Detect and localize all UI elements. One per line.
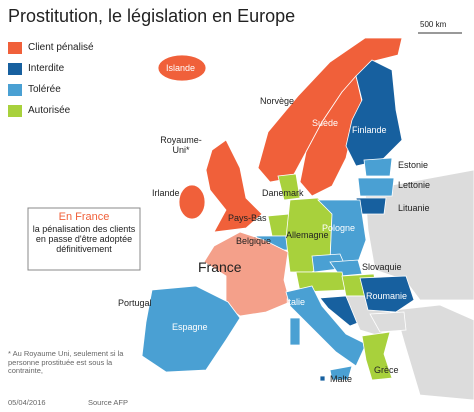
country-label: Estonie bbox=[398, 160, 429, 170]
country bbox=[361, 331, 393, 381]
country-label: Belgique bbox=[236, 236, 272, 246]
country bbox=[329, 365, 353, 381]
callout-box bbox=[27, 207, 141, 271]
legend-swatches bbox=[8, 42, 22, 117]
country bbox=[319, 375, 326, 382]
legend-label: Client pénalisé bbox=[28, 42, 94, 53]
source: Source AFP bbox=[88, 398, 129, 407]
country-label: Lituanie bbox=[398, 203, 430, 213]
country-label: Grèce bbox=[374, 365, 399, 375]
country-label: Irlande bbox=[152, 188, 180, 198]
country-label: Royaume-Uni* bbox=[160, 135, 202, 156]
country-label: Malte bbox=[330, 374, 353, 384]
country-label: Slovaquie bbox=[362, 262, 402, 272]
country bbox=[178, 184, 206, 220]
country bbox=[369, 311, 407, 333]
countries bbox=[141, 37, 474, 401]
country bbox=[141, 285, 241, 373]
country-label: Pologne bbox=[322, 223, 356, 233]
country bbox=[289, 317, 301, 346]
legend-swatch bbox=[8, 63, 22, 75]
country-label: Norvège bbox=[260, 96, 295, 106]
scale-label: 500 km bbox=[420, 20, 447, 29]
title: Prostitution, le législation en Europe bbox=[8, 6, 296, 26]
country bbox=[203, 231, 291, 317]
country-label: Islande bbox=[166, 63, 196, 73]
country-label: Danemark bbox=[262, 188, 304, 198]
callout-title: En France bbox=[58, 211, 110, 223]
callout-text: la pénalisation des clients en passe d'ê… bbox=[32, 223, 136, 255]
legend-swatch bbox=[8, 42, 22, 54]
date: 05/04/2016 bbox=[8, 398, 46, 407]
country bbox=[277, 173, 301, 201]
country bbox=[364, 169, 474, 301]
legend-label: Interdite bbox=[28, 63, 65, 74]
country-label: Espagne bbox=[172, 322, 208, 332]
country-label: Italie bbox=[286, 297, 306, 307]
footnote: * Au Royaume Uni, seulement si la person… bbox=[8, 349, 124, 376]
country bbox=[359, 275, 415, 313]
legend-swatch bbox=[8, 84, 22, 96]
country bbox=[357, 177, 395, 197]
country bbox=[157, 54, 207, 82]
country bbox=[205, 139, 263, 233]
country-label: Suède bbox=[312, 118, 339, 128]
legend-label: Autorisée bbox=[28, 105, 71, 116]
country-label: Finlande bbox=[352, 125, 387, 135]
country-label: Lettonie bbox=[398, 180, 431, 190]
legend-label: Tolérée bbox=[28, 84, 61, 95]
country bbox=[394, 304, 474, 401]
country-label: Roumanie bbox=[366, 291, 408, 301]
callout: En France la pénalisation des clients en… bbox=[32, 211, 136, 255]
country-label: Portugal bbox=[118, 298, 152, 308]
country-label: France bbox=[198, 259, 242, 275]
country bbox=[363, 157, 393, 177]
country-label: Pays-Bas bbox=[228, 213, 267, 223]
country bbox=[285, 285, 367, 367]
legend-swatch bbox=[8, 105, 22, 117]
country-label: Allemagne bbox=[286, 230, 329, 240]
